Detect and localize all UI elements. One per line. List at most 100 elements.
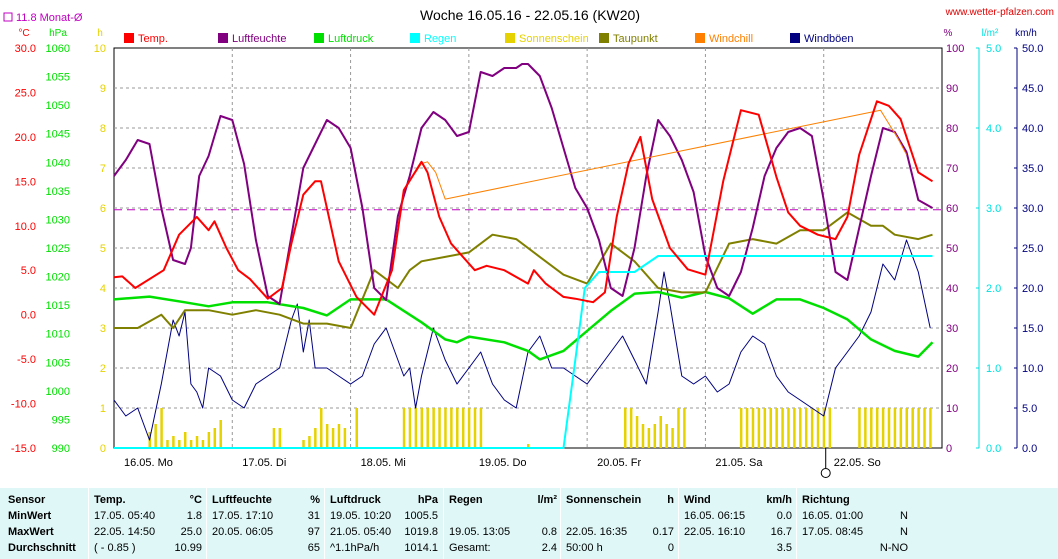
tick-label: 1 — [100, 403, 106, 415]
sunshine-bar — [467, 408, 471, 448]
tick-label: 50 — [946, 243, 958, 255]
sunshine-bar — [320, 408, 323, 448]
tick-label: 30.0 — [1022, 203, 1043, 215]
series-line-windböen — [113, 239, 931, 441]
sunshine-bar — [677, 408, 680, 448]
table-divider — [796, 488, 797, 559]
sunshine-bar — [629, 408, 633, 448]
sunshine-bar — [828, 408, 832, 448]
table-value: N — [900, 510, 908, 522]
table-divider — [678, 488, 679, 559]
wind-axis: km/h 50.0 45.0 40.0 35.0 30.0 25.0 20.0 15.0 10.0… — [1014, 28, 1043, 455]
sunshine-bar — [302, 440, 305, 448]
tick-label: 90 — [946, 83, 958, 95]
tick-label: 5 — [100, 243, 106, 255]
legend-label: Temp. — [138, 33, 168, 45]
x-tick-label: 18.05. Mi — [361, 457, 406, 469]
sunshine-bars — [148, 408, 932, 448]
tick-label: 30 — [946, 323, 958, 335]
sunshine-bar — [325, 424, 329, 448]
sunshine-bar — [623, 408, 627, 448]
table-value: 10.99 — [174, 542, 202, 554]
tick-label: 60 — [946, 203, 958, 215]
sunshine-bar — [804, 408, 808, 448]
tick-label: 1025 — [46, 243, 70, 255]
table-value: N-NO — [879, 542, 908, 554]
sunshine-bar — [870, 408, 873, 448]
sunshine-bar — [432, 408, 435, 448]
tick-label: 70 — [946, 163, 958, 175]
table-cell: 21.05. 05:40 — [330, 526, 392, 538]
series-line-regen — [114, 255, 933, 449]
sunshine-bar — [757, 408, 761, 448]
tick-label: 10 — [94, 43, 106, 55]
table-cell: 17.05. 17:10 — [212, 510, 274, 522]
x-tick-label: 22.05. So — [834, 457, 881, 469]
x-tick-label: 16.05. Mo — [124, 457, 173, 469]
sunshine-bar — [420, 408, 424, 448]
tick-label: 2 — [100, 363, 106, 375]
sunshine-bar — [438, 408, 441, 448]
sunshine-bar — [355, 408, 358, 448]
legend-item: Windböen — [790, 33, 854, 45]
table-cell: Gesamt: — [449, 542, 491, 554]
sunshine-bar — [893, 408, 897, 448]
sunshine-bar — [816, 408, 820, 448]
x-tick-label: 17.05. Di — [242, 457, 286, 469]
sunshine-bar — [461, 408, 465, 448]
tick-label: 40.0 — [1022, 123, 1043, 135]
legend-swatch — [410, 33, 420, 43]
tick-label: 25.0 — [1022, 243, 1043, 255]
table-divider — [88, 488, 89, 559]
table-cell: ^1.1hPa/h — [330, 542, 380, 554]
tick-label: 5.0 — [1022, 403, 1037, 415]
sunshine-bar — [911, 408, 914, 448]
tick-label: 0.0 — [21, 310, 36, 322]
legend-swatch — [218, 33, 228, 43]
sunshine-bar — [822, 408, 826, 448]
tick-label: 0.0 — [986, 443, 1001, 455]
tick-label: 1040 — [46, 157, 70, 169]
legend-label: Regen — [424, 33, 456, 45]
axis-unit-label: h — [97, 28, 103, 39]
tick-label: 15.0 — [15, 176, 36, 188]
sunshine-bar — [183, 432, 187, 448]
sunshine-bar — [278, 428, 282, 448]
tick-label: 20.0 — [1022, 283, 1043, 295]
sunshine-bar — [207, 432, 211, 448]
table-value: 2.4 — [541, 542, 557, 554]
legend-label: Sonnenschein — [519, 33, 589, 45]
legend-swatch — [314, 33, 324, 43]
tick-label: 0 — [100, 443, 106, 455]
table-value: 16.7 — [770, 526, 792, 538]
table-cell: 17.05. 05:40 — [94, 510, 156, 522]
table-value: 31 — [307, 510, 320, 522]
sunshine-bar — [479, 408, 483, 448]
legend-swatch — [695, 33, 705, 43]
table-header: Sonnenschein — [566, 494, 642, 506]
tick-label: 5.0 — [21, 265, 36, 277]
tick-label: 1060 — [46, 43, 70, 55]
table-value: 1.8 — [186, 510, 202, 522]
sunshine-bar — [899, 408, 903, 448]
sunshine-bar — [793, 408, 796, 448]
tick-label: 50.0 — [1022, 43, 1043, 55]
table-value: 1014.1 — [404, 542, 438, 554]
table-cell: 16.05. 06:15 — [684, 510, 746, 522]
sunshine-bar — [473, 408, 477, 448]
tick-label: 1030 — [46, 214, 70, 226]
legend-label: Windböen — [804, 33, 854, 45]
series-line-luftfeuchte — [113, 63, 933, 305]
legend-item: Luftfeuchte — [218, 33, 286, 45]
sunshine-bar — [781, 408, 784, 448]
table-unit: h — [667, 494, 674, 506]
x-tick-label: 19.05. Do — [479, 457, 527, 469]
table-value: 1019.8 — [404, 526, 438, 538]
tick-label: 10.0 — [15, 221, 36, 233]
tick-label: 1050 — [46, 100, 70, 112]
legend-item: Sonnenschein — [505, 33, 589, 45]
plot-area — [113, 63, 942, 449]
website-link[interactable]: www.wetter-pfalzen.com — [945, 7, 1054, 18]
x-tick-label: 21.05. Sa — [715, 457, 763, 469]
sunshine-bar — [213, 428, 217, 448]
